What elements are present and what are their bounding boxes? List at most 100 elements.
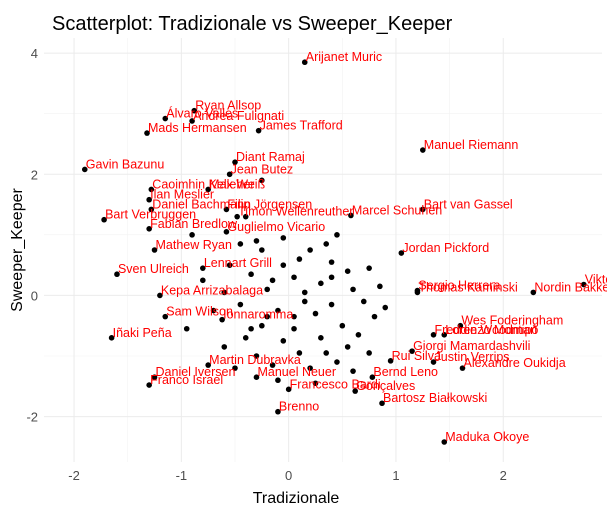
data-point [242,335,249,341]
data-point [457,322,464,329]
axis-ticks: -2 -1 0 1 2 -2 0 2 4 [26,46,506,483]
data-point [328,259,335,265]
data-point [312,310,319,317]
point-label: Iñaki Peña [113,326,172,340]
data-point [151,247,158,253]
data-point [296,256,303,262]
data-point [189,232,195,238]
data-point [148,186,155,193]
x-tick-label: -1 [176,468,188,483]
data-point [301,298,308,305]
data-point [221,344,228,350]
point-label: Daniel Bachmann [152,197,251,211]
data-point [291,313,297,320]
data-point [355,332,362,338]
data-point [344,268,351,275]
data-point [414,289,421,296]
data-point [344,344,351,350]
point-label: Gavin Bazunu [86,157,165,171]
data-point [350,368,356,374]
point-label: Lennart Grill [204,256,272,270]
data-point [237,241,244,247]
data-point [285,386,292,393]
point-label: Álvaro Valles [166,106,238,121]
data-point [328,301,335,308]
point-label: Franco Israel [150,373,223,387]
point-label: Andrea Fulignati [193,109,284,123]
data-point [530,289,537,296]
point-label: Giorgi Mamardashvili [413,339,530,353]
point-label: Bartosz Białkowski [383,391,487,405]
data-point [301,59,308,66]
data-point [307,247,313,253]
point-label: Gonçalves [356,379,415,393]
x-tick-label: 0 [285,468,292,483]
data-point [441,332,448,338]
point-label: Brenno [279,400,319,414]
data-point [162,115,169,122]
data-point [259,247,265,253]
data-point [108,335,115,341]
data-point [255,127,262,134]
data-point [223,206,230,213]
data-point [189,118,195,124]
point-label: Rui Silva [392,349,441,363]
point-label: Martin Dubravka [209,353,301,367]
point-label: Timon Wellenreuther [238,205,353,219]
y-tick-label: 2 [31,167,38,182]
data-point [237,301,244,308]
x-tick-label: -2 [68,468,80,483]
data-point [409,348,415,354]
data-point [200,265,206,271]
y-tick-label: -2 [26,410,38,425]
point-label: Jordan Pickford [402,241,489,255]
data-point [280,338,287,344]
data-point [352,388,358,394]
point-label: Marcel Schuhen [352,203,442,217]
data-point [232,159,238,165]
data-point [232,365,238,371]
y-tick-label: 0 [31,288,38,303]
data-point [441,439,448,445]
data-point [114,271,120,278]
data-point [101,216,107,223]
data-point [242,213,249,220]
data-point [146,226,152,232]
data-point [430,359,437,365]
data-point [205,362,211,368]
data-point [269,362,276,368]
data-point [275,377,281,384]
data-point [259,177,265,184]
point-label: Jean Butez [231,162,294,176]
point-label: Diant Ramaj [236,150,305,164]
data-point [280,262,287,268]
point-label: Bart van Gassel [424,197,513,211]
data-point [144,130,150,136]
data-point [323,241,330,247]
x-tick-label: 1 [392,468,399,483]
data-point [234,213,240,220]
y-tick-label: 4 [31,46,38,61]
point-label: Sven Ulreich [118,262,189,276]
data-point [157,292,163,299]
point-label: Arijanet Muric [306,50,382,64]
data-point [191,107,198,114]
data-point [296,350,303,356]
data-point [226,171,233,178]
data-point [253,374,260,381]
data-point [269,277,276,284]
point-label: Wes Foderingham [461,314,563,328]
data-point [312,380,319,387]
data-point [328,274,335,281]
point-label: Sam Wilson [166,305,233,319]
y-axis-label: Sweeper_Keeper [9,188,26,312]
point-label: James Trafford [260,119,343,133]
data-point [248,271,254,278]
data-point [366,265,372,271]
data-point [264,313,271,320]
data-point [398,250,405,256]
point-label: Viktor [585,273,607,287]
point-label: Max Weiß [209,177,265,191]
point-label: Mathew Ryan [156,238,232,252]
